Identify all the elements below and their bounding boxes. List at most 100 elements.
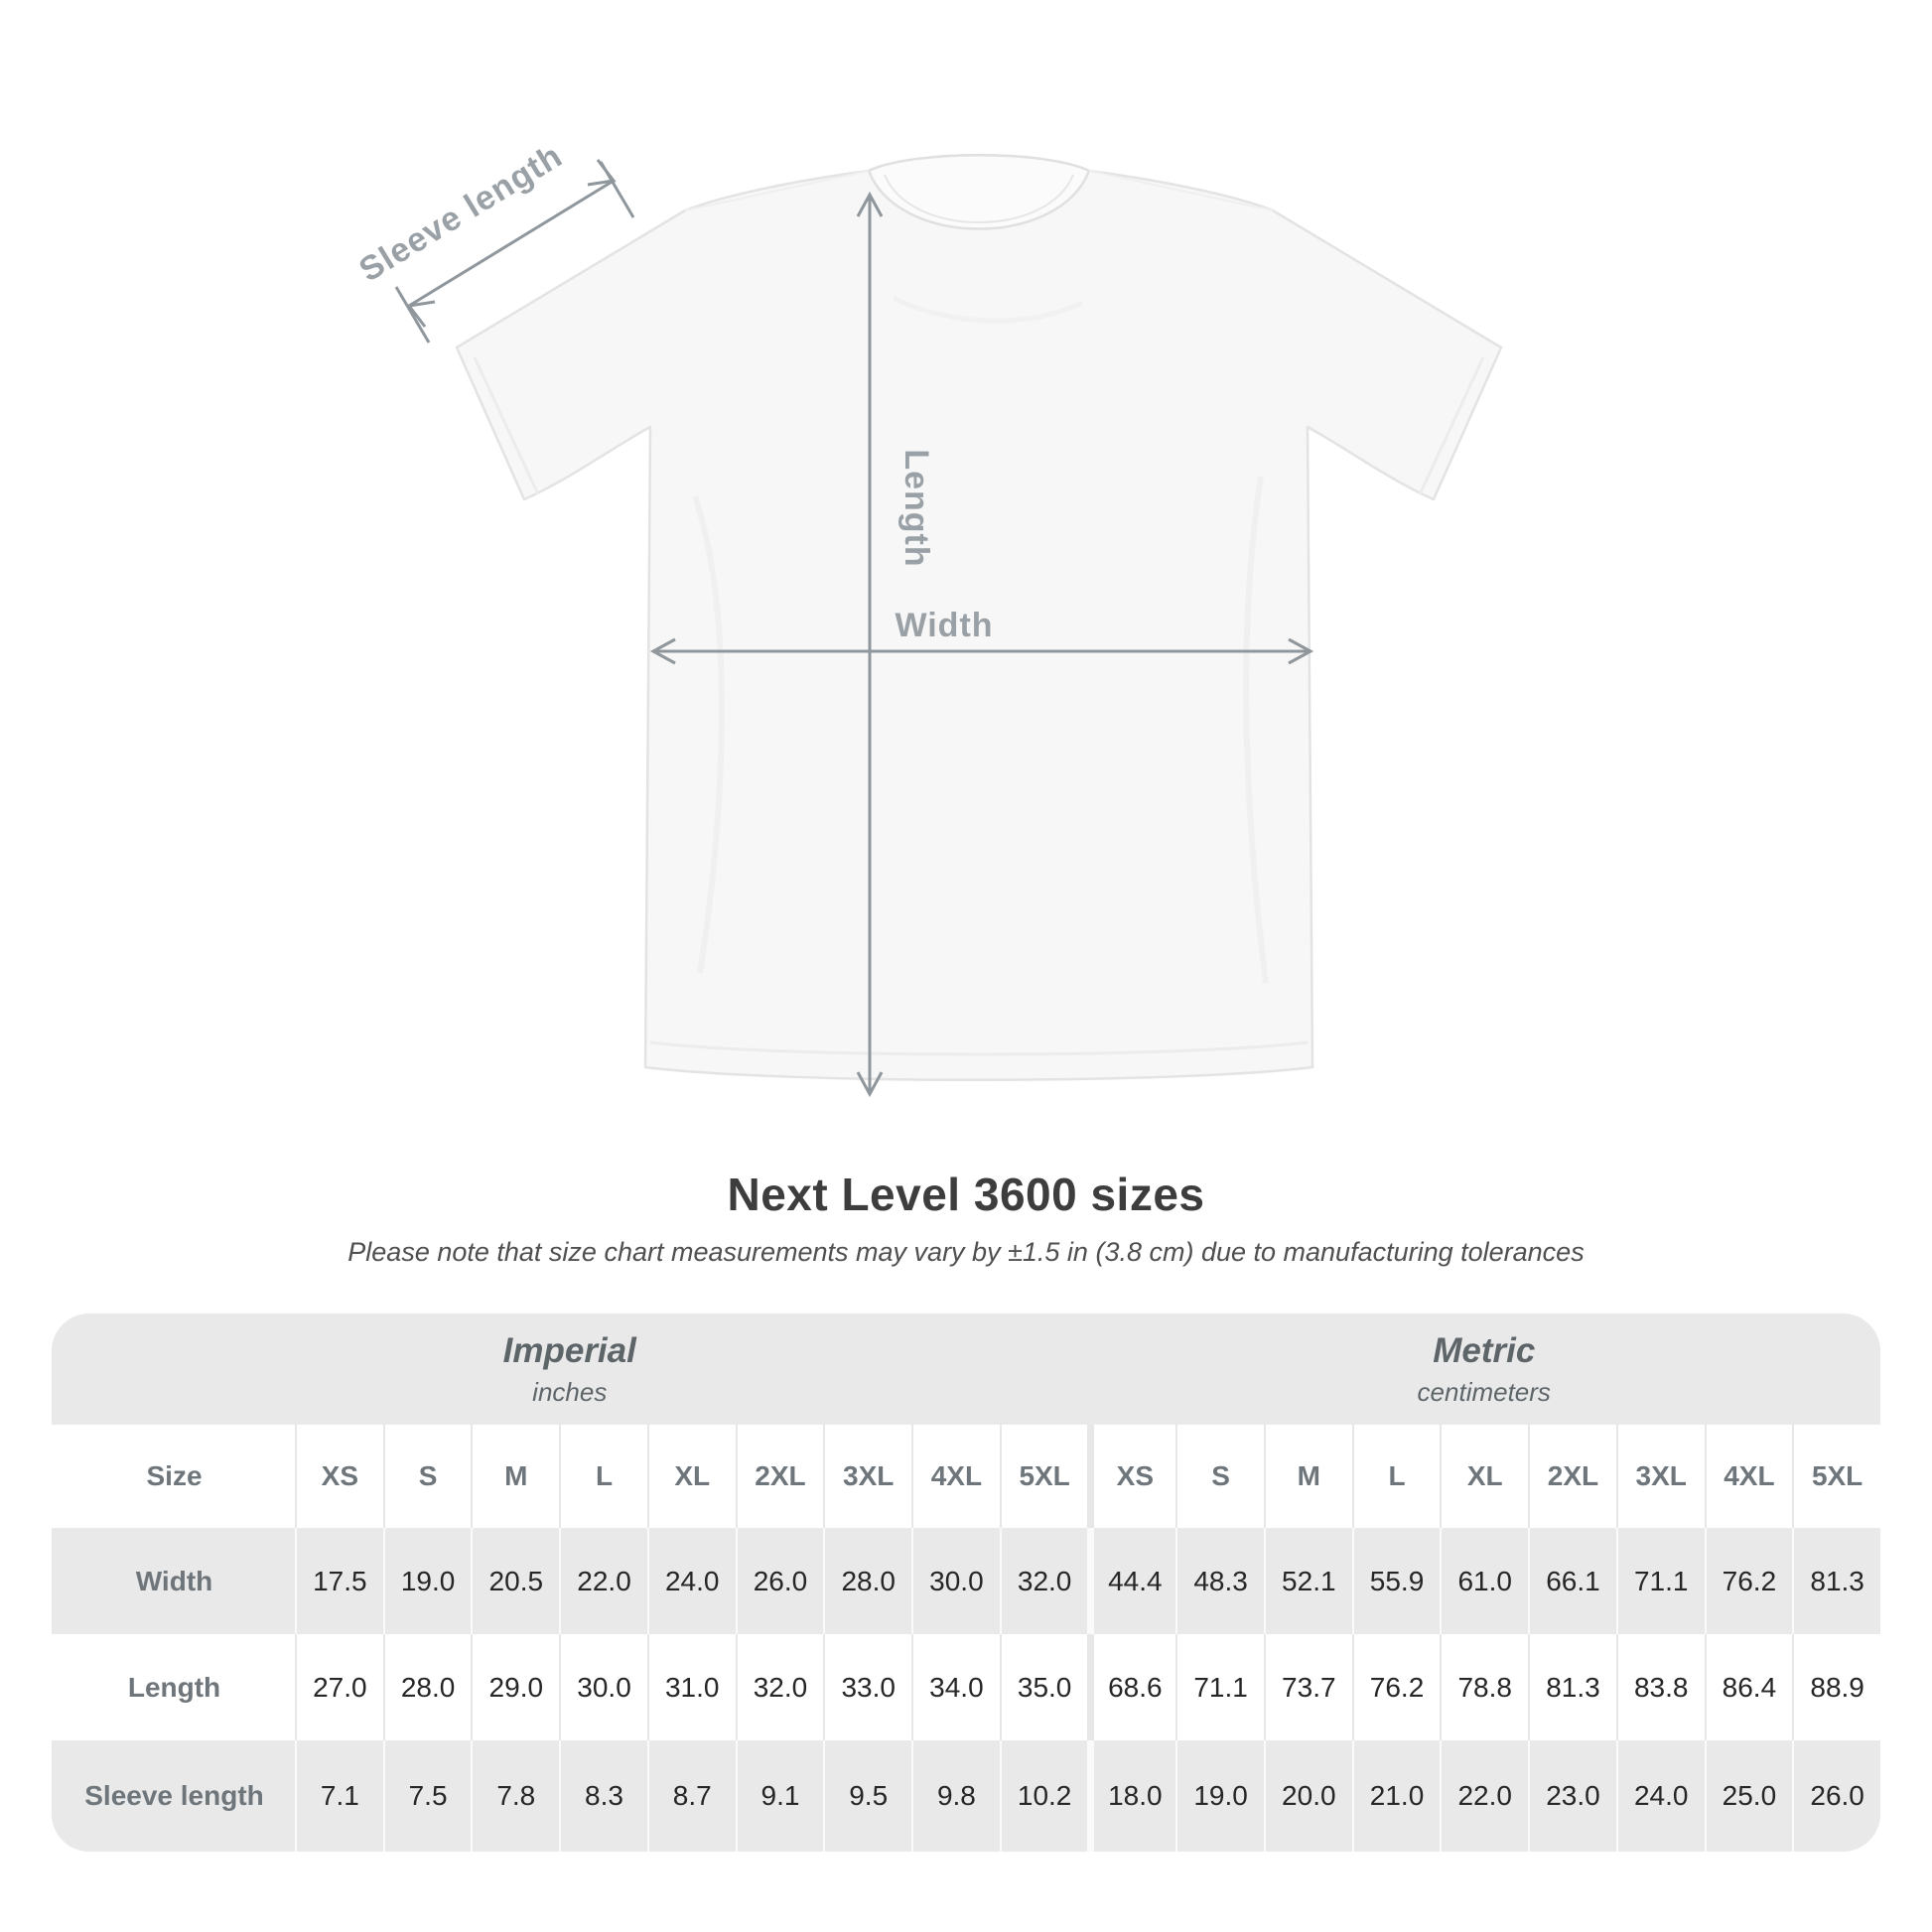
size-col-imperial-xs: XS — [295, 1425, 383, 1528]
cell-value: 7.5 — [382, 1740, 472, 1852]
cell-value: 25.0 — [1704, 1740, 1793, 1852]
cell-value: 76.2 — [1704, 1528, 1793, 1634]
collar — [867, 154, 1091, 230]
size-col-metric-l: L — [1351, 1425, 1441, 1528]
cell-value: 28.0 — [823, 1528, 911, 1634]
cell-value: 81.3 — [1528, 1634, 1616, 1740]
cell-value: 88.9 — [1792, 1634, 1880, 1740]
imperial-unit-label: inches — [532, 1376, 608, 1407]
cell-value: 71.1 — [1615, 1528, 1705, 1634]
page-title: Next Level 3600 sizes — [727, 1169, 1205, 1220]
cell-value: 30.0 — [911, 1528, 1000, 1634]
cell-value: 52.1 — [1263, 1528, 1352, 1634]
cell-value: 68.6 — [1087, 1634, 1175, 1740]
size-col-imperial-xl: XL — [646, 1425, 736, 1528]
cell-value: 30.0 — [559, 1634, 647, 1740]
imperial-group-header: Imperial inches — [52, 1313, 1088, 1425]
collar-band — [884, 174, 1074, 223]
cell-value: 34.0 — [911, 1634, 1000, 1740]
metric-unit-label: centimeters — [1417, 1376, 1551, 1407]
size-header-row: Size XS S M L XL 2XL 3XL 4XL 5XL XS S M L XL 2XL 3XL 4XL… — [52, 1425, 1880, 1528]
metric-group-header: Metric centimeters — [1088, 1313, 1881, 1425]
cell-value: 19.0 — [1175, 1740, 1264, 1852]
right-cuff-seam — [1418, 356, 1485, 495]
row-label: Length — [127, 1671, 221, 1703]
size-col-metric-5xl: 5XL — [1792, 1425, 1880, 1528]
cell-value: 48.3 — [1175, 1528, 1264, 1634]
width-label: Width — [895, 607, 993, 644]
size-col-metric-4xl: 4XL — [1704, 1425, 1793, 1528]
cell-value: 86.4 — [1704, 1634, 1793, 1740]
tshirt-measurement-diagram: Length Width Sleeve length — [352, 137, 1503, 1098]
cell-value: 29.0 — [471, 1634, 559, 1740]
cell-value: 22.0 — [559, 1528, 647, 1634]
size-col-imperial-4xl: 4XL — [911, 1425, 1000, 1528]
length-label: Length — [897, 449, 935, 567]
cell-value: 9.8 — [911, 1740, 1000, 1852]
size-col-imperial-3xl: 3XL — [823, 1425, 911, 1528]
tshirt-silhouette — [455, 154, 1503, 1081]
size-col-metric-xl: XL — [1440, 1425, 1528, 1528]
cell-value: 26.0 — [735, 1528, 824, 1634]
metric-label: Metric — [1433, 1330, 1536, 1370]
cell-value: 7.8 — [471, 1740, 559, 1852]
cell-value: 32.0 — [735, 1634, 824, 1740]
sleeve-length-label: Sleeve length — [352, 137, 569, 290]
cell-value: 17.5 — [295, 1528, 383, 1634]
table-row-sleeve-length: Sleeve length 7.1 7.5 7.8 8.3 8.7 9.1 9.5 9.8 10.… — [52, 1740, 1880, 1852]
cell-value: 27.0 — [295, 1634, 383, 1740]
cell-value: 28.0 — [382, 1634, 472, 1740]
cell-value: 7.1 — [295, 1740, 383, 1852]
table-row-length: Length 27.0 28.0 29.0 30.0 31.0 32.0 33.0 34.0 35… — [52, 1634, 1880, 1740]
size-col-metric-3xl: 3XL — [1615, 1425, 1705, 1528]
cell-value: 83.8 — [1615, 1634, 1705, 1740]
cell-value: 9.1 — [735, 1740, 824, 1852]
cell-value: 81.3 — [1792, 1528, 1880, 1634]
cell-value: 9.5 — [823, 1740, 911, 1852]
cell-value: 20.0 — [1263, 1740, 1352, 1852]
size-col-imperial-m: M — [471, 1425, 559, 1528]
size-col-metric-xs: XS — [1087, 1425, 1175, 1528]
cell-value: 10.2 — [999, 1740, 1088, 1852]
cell-value: 35.0 — [999, 1634, 1088, 1740]
page-subtitle: Please note that size chart measurements… — [347, 1237, 1585, 1267]
hem-seam — [649, 1040, 1309, 1056]
size-col-metric-s: S — [1175, 1425, 1264, 1528]
cell-value: 32.0 — [999, 1528, 1088, 1634]
cell-value: 55.9 — [1351, 1528, 1441, 1634]
size-col-metric-m: M — [1263, 1425, 1352, 1528]
cell-value: 8.3 — [559, 1740, 647, 1852]
cell-value: 22.0 — [1440, 1740, 1528, 1852]
left-cuff-seam — [473, 356, 540, 495]
cell-value: 33.0 — [823, 1634, 911, 1740]
cell-value: 31.0 — [646, 1634, 736, 1740]
cell-value: 18.0 — [1087, 1740, 1175, 1852]
width-arrow — [649, 637, 1314, 665]
cell-value: 21.0 — [1351, 1740, 1441, 1852]
cell-value: 61.0 — [1440, 1528, 1528, 1634]
size-row-label: Size — [146, 1460, 203, 1491]
cell-value: 44.4 — [1087, 1528, 1175, 1634]
cell-value: 26.0 — [1792, 1740, 1880, 1852]
left-shoulder-seam — [684, 170, 870, 211]
table-row-width: Width 17.5 19.0 20.5 22.0 24.0 26.0 28.0 30.0 32.… — [52, 1528, 1880, 1634]
size-col-imperial-5xl: 5XL — [999, 1425, 1088, 1528]
sleeve-length-arrow — [394, 159, 635, 344]
cell-value: 23.0 — [1528, 1740, 1616, 1852]
size-table: Imperial inches Metric centimeters Size … — [52, 1313, 1880, 1852]
size-col-metric-2xl: 2XL — [1528, 1425, 1616, 1528]
tshirt-graphic: Length Width Sleeve length — [352, 137, 1503, 1098]
size-col-imperial-2xl: 2XL — [735, 1425, 824, 1528]
row-label: Width — [135, 1565, 213, 1596]
cell-value: 24.0 — [646, 1528, 736, 1634]
cell-value: 76.2 — [1351, 1634, 1441, 1740]
cell-value: 66.1 — [1528, 1528, 1616, 1634]
imperial-label: Imperial — [502, 1330, 636, 1370]
row-label: Sleeve length — [84, 1780, 264, 1811]
right-shoulder-seam — [1088, 170, 1274, 211]
length-arrow — [856, 191, 884, 1098]
cell-value: 19.0 — [382, 1528, 472, 1634]
unit-group-row: Imperial inches Metric centimeters — [52, 1313, 1880, 1425]
cell-value: 78.8 — [1440, 1634, 1528, 1740]
